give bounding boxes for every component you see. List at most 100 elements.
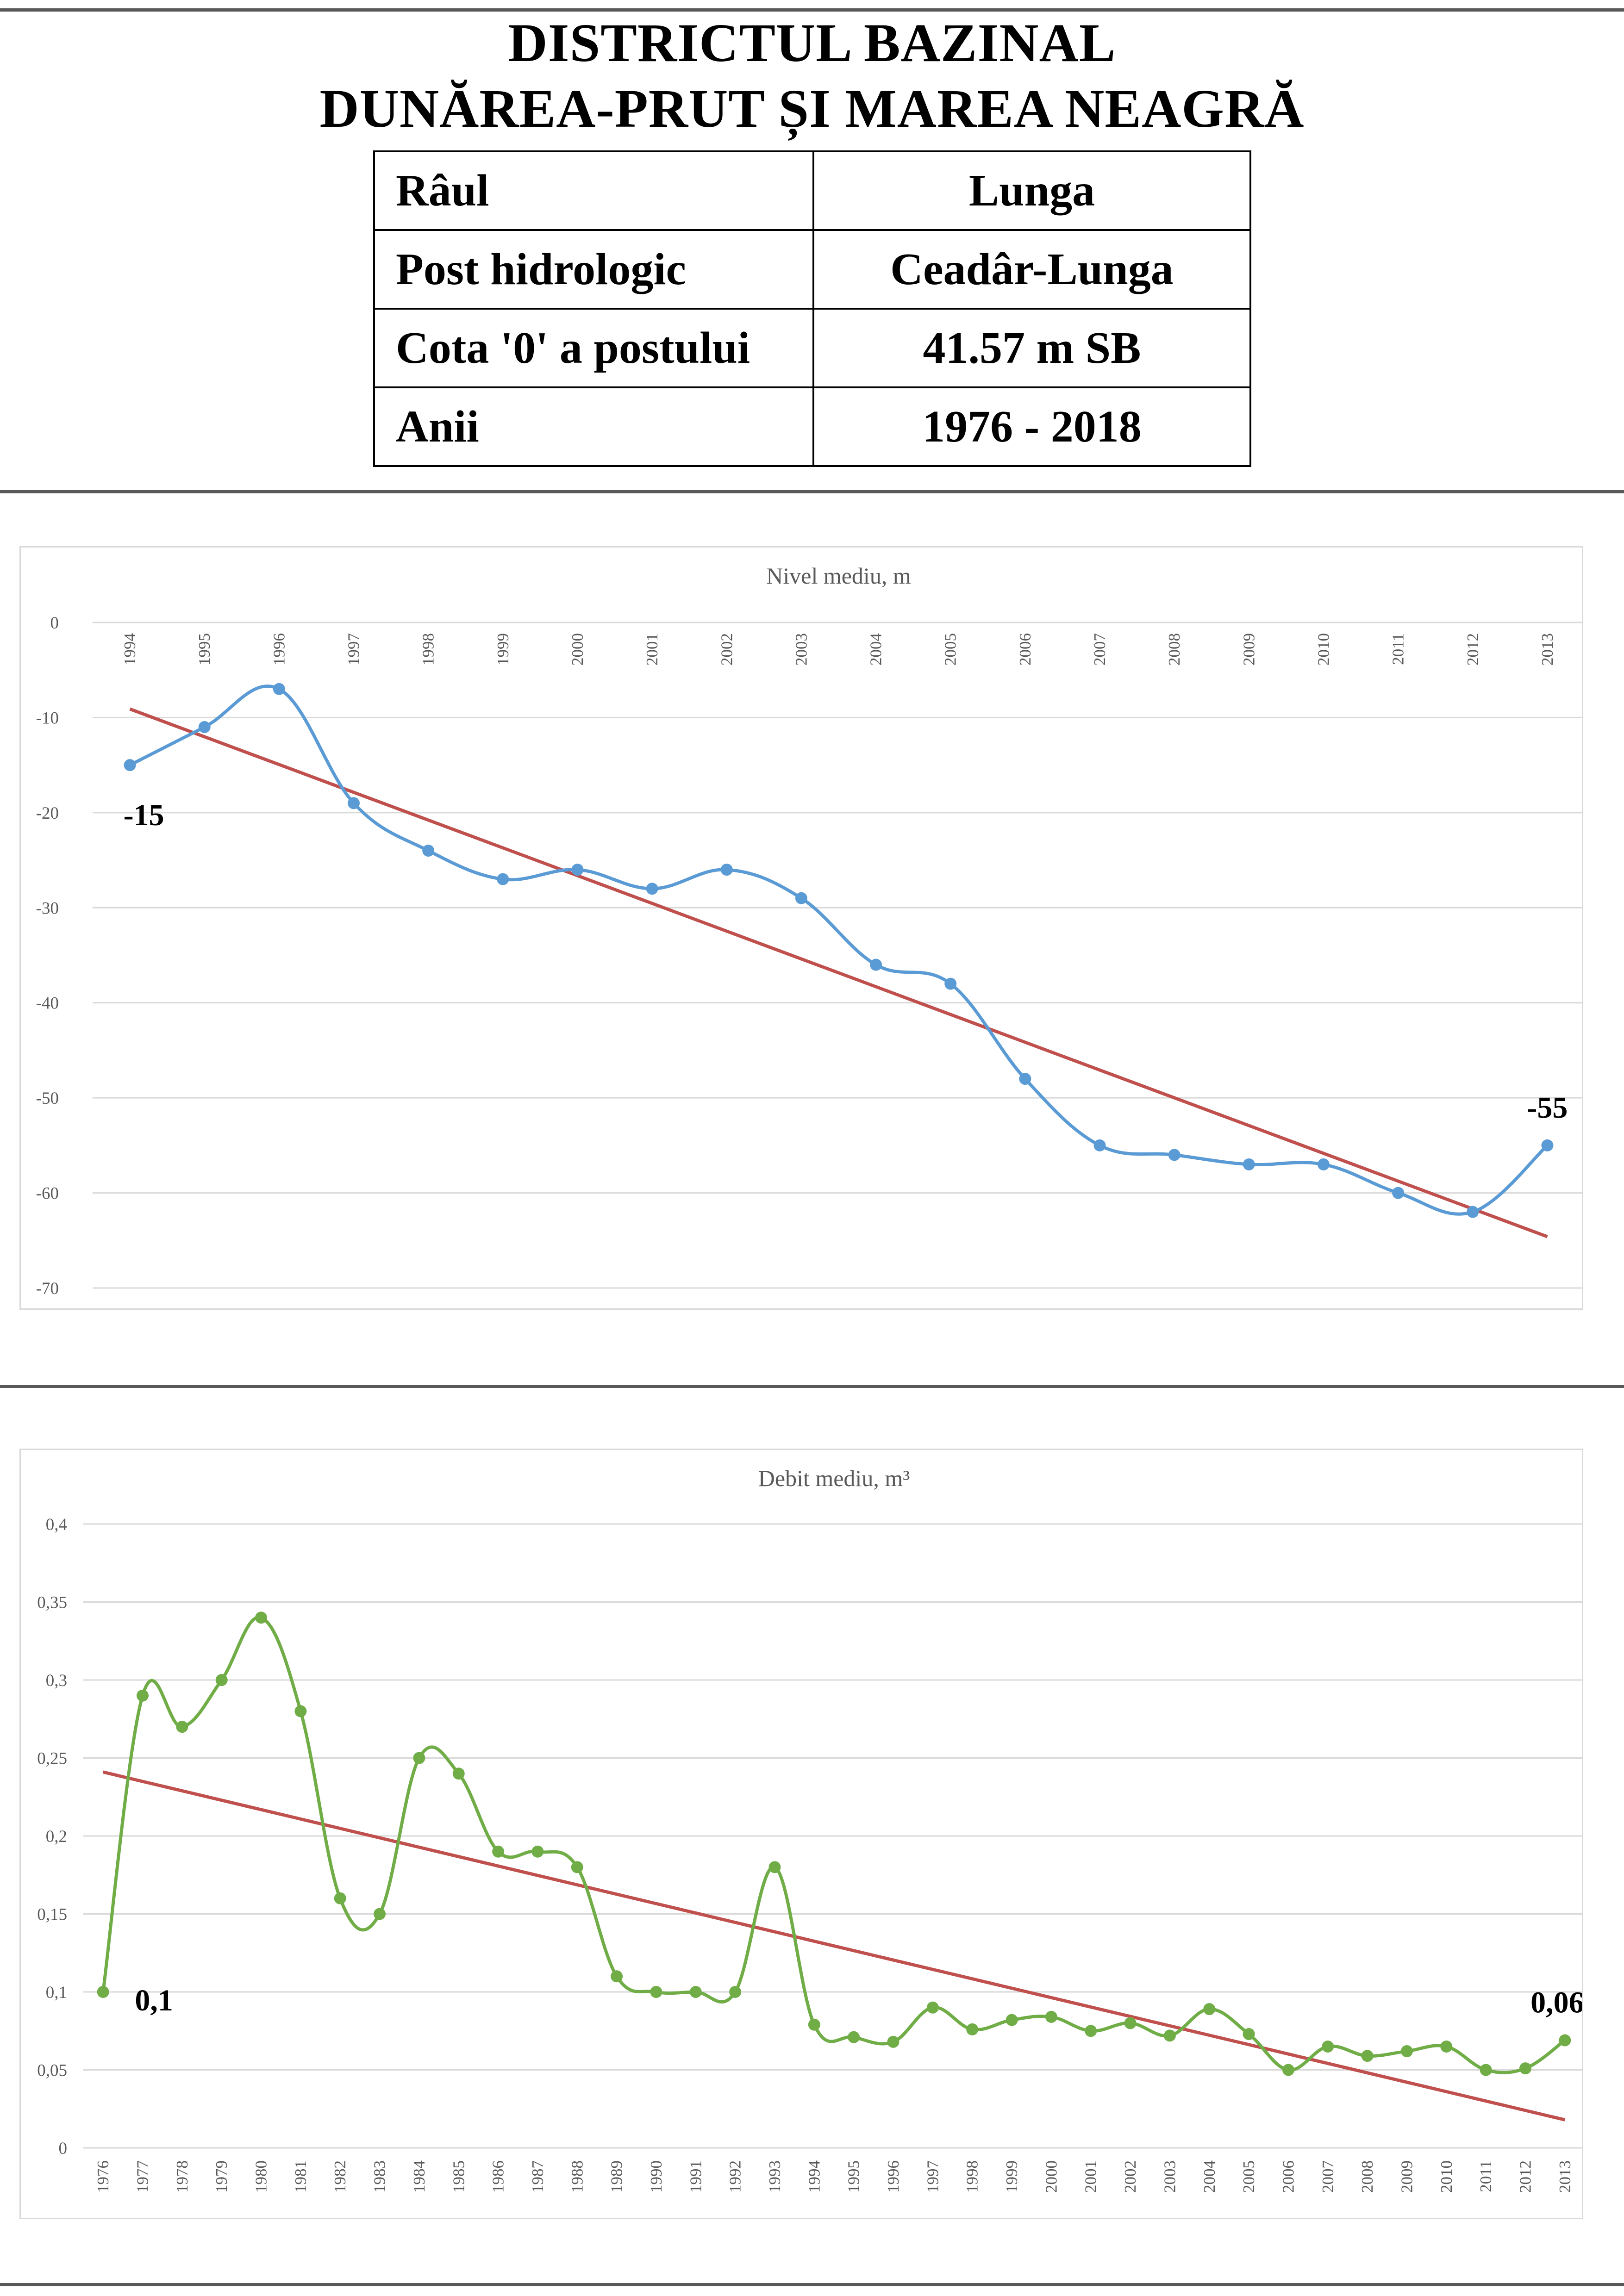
data-point <box>1085 2025 1097 2037</box>
trendline <box>102 1770 1566 2122</box>
x-tick-label: 1999 <box>494 633 512 666</box>
data-point <box>926 2001 939 2014</box>
y-tick-label: -30 <box>36 899 59 918</box>
y-tick-label: 0,25 <box>37 1749 67 1768</box>
x-tick-label: 2011 <box>1389 633 1407 665</box>
data-point <box>413 1752 425 1764</box>
level-chart-panel: Nivel mediu, m 0 -10 -20 -30 -40 -50 -60 -70 1994… <box>19 546 1585 1310</box>
x-tick-label: 2001 <box>1082 2160 1100 2193</box>
data-point <box>1203 2003 1216 2016</box>
x-tick-label: 1999 <box>1003 2160 1021 2193</box>
data-point <box>1467 1206 1479 1218</box>
x-tick-label: 1994 <box>805 2160 823 2193</box>
x-tick-label: 1978 <box>173 2160 191 2193</box>
data-point <box>531 1845 544 1858</box>
data-point <box>650 1986 662 1998</box>
years-value: 1976 - 2018 <box>812 386 1251 467</box>
data-point <box>1392 1187 1405 1199</box>
data-point <box>808 2018 820 2031</box>
data-point <box>176 1721 188 1733</box>
data-point <box>452 1767 465 1780</box>
data-point <box>646 883 658 895</box>
data-point <box>137 1689 149 1702</box>
x-tick-label: 1994 <box>121 633 139 666</box>
data-point <box>1361 2050 1374 2062</box>
table-row: Post hidrologic Ceadâr-Lunga <box>373 229 1251 310</box>
data-point <box>255 1612 268 1624</box>
x-tick-label: 2009 <box>1398 2160 1416 2193</box>
river-label: Râul <box>373 150 814 231</box>
bottom-rule <box>0 2283 1624 2286</box>
x-tick-label: 2002 <box>1121 2160 1139 2193</box>
data-point <box>1322 2040 1334 2053</box>
data-point <box>848 2031 860 2043</box>
x-tick-label: 1976 <box>94 2160 112 2193</box>
x-tick-label: 2003 <box>1161 2160 1179 2193</box>
x-tick-label: 2007 <box>1091 633 1109 666</box>
river-value: Lunga <box>812 150 1251 231</box>
table-row: Anii 1976 - 2018 <box>373 386 1251 467</box>
x-tick-label: 2012 <box>1516 2160 1534 2193</box>
table-row: Râul Lunga <box>373 150 1251 231</box>
x-tick-label: 1998 <box>963 2160 981 2193</box>
x-tick-label: 1997 <box>345 633 363 666</box>
data-point <box>1124 2017 1137 2029</box>
station-value: Ceadâr-Lunga <box>812 229 1251 310</box>
y-tick-label: 0,15 <box>37 1905 67 1924</box>
zero-elevation-value: 41.57 m SB <box>812 308 1251 388</box>
top-rule <box>0 8 1624 12</box>
station-label: Post hidrologic <box>373 229 814 310</box>
data-point <box>348 797 360 809</box>
x-tick-label: 1990 <box>647 2160 665 2193</box>
chart-title: Nivel mediu, m <box>766 563 911 589</box>
x-tick-label: 2004 <box>1200 2160 1218 2193</box>
y-tick-label: 0,1 <box>46 1983 67 2002</box>
x-tick-label: 2004 <box>867 633 885 666</box>
data-label: 0,069 <box>1530 1985 1582 2019</box>
x-tick-label: 2013 <box>1556 2160 1574 2193</box>
data-point <box>1045 2010 1057 2023</box>
data-point <box>215 1674 228 1686</box>
zero-elevation-label: Cota '0' a postului <box>373 308 814 388</box>
data-point <box>1019 1073 1031 1085</box>
data-point <box>294 1705 307 1717</box>
y-tick-label: 0,35 <box>37 1593 67 1612</box>
data-point <box>1168 1149 1181 1161</box>
x-tick-label: 1997 <box>924 2160 942 2193</box>
x-tick-label: 2012 <box>1464 633 1482 666</box>
data-point <box>1440 2040 1453 2053</box>
x-tick-label: 1993 <box>766 2160 784 2193</box>
data-point <box>966 2023 979 2035</box>
data-point <box>870 958 882 971</box>
x-tick-label: 2010 <box>1437 2160 1455 2193</box>
data-point <box>887 2035 899 2048</box>
page-title-line-2: DUNĂREA-PRUT ȘI MAREA NEAGRĂ <box>319 78 1305 139</box>
x-tick-label: 2013 <box>1538 633 1556 666</box>
x-tick-label: 1982 <box>331 2160 349 2193</box>
y-tick-label: 0,05 <box>37 2061 67 2080</box>
chart-title: Debit mediu, m³ <box>758 1465 910 1491</box>
y-tick-label: -20 <box>36 804 59 823</box>
data-point <box>768 1861 781 1873</box>
page-title-line-1: DISTRICTUL BAZINAL <box>508 12 1116 73</box>
years-label: Anii <box>373 386 814 467</box>
data-point <box>571 864 584 876</box>
x-tick-label: 2009 <box>1240 633 1258 666</box>
y-tick-label: -50 <box>36 1089 59 1108</box>
y-tick-label: 0,3 <box>46 1671 67 1690</box>
y-tick-label: 0 <box>59 2139 68 2158</box>
data-label: 0,1 <box>135 1984 173 2017</box>
data-point <box>1243 1158 1255 1170</box>
x-tick-label: 2006 <box>1016 633 1034 666</box>
x-tick-label: 2007 <box>1319 2160 1337 2193</box>
data-point <box>1559 2034 1571 2047</box>
y-tick-label: -40 <box>36 994 59 1013</box>
data-point <box>944 977 957 990</box>
data-point <box>1400 2045 1413 2058</box>
x-tick-label: 1988 <box>568 2160 586 2193</box>
y-tick-label: -70 <box>36 1279 59 1298</box>
x-tick-label: 1996 <box>270 633 288 666</box>
x-tick-label: 1979 <box>212 2160 231 2193</box>
data-point <box>273 683 285 695</box>
header-bottom-rule <box>0 490 1624 493</box>
